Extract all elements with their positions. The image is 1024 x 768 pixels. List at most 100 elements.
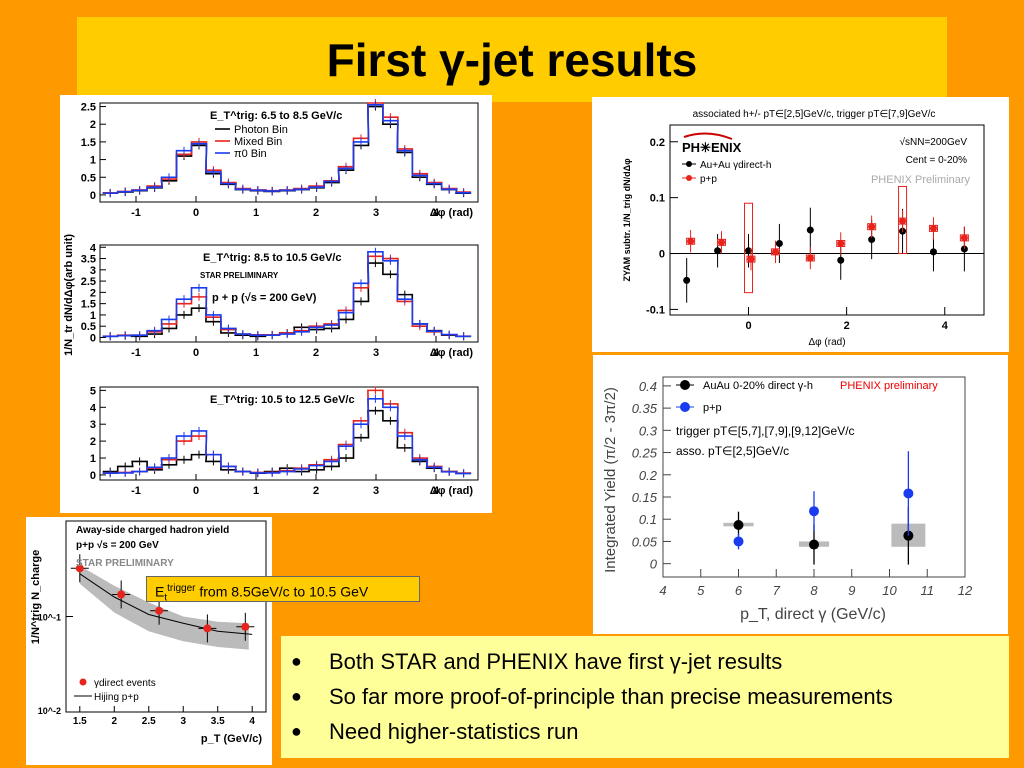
data-point <box>203 624 212 633</box>
legend-marker <box>680 380 690 390</box>
y-tick-label: 0.15 <box>632 490 658 505</box>
bullet-item: ● So far more proof-of-principle than pre… <box>291 679 1009 714</box>
phenix-zyam-figure: associated h+/- pT∈[2,5]GeV/c, trigger p… <box>592 97 1009 352</box>
legend-label: π0 Bin <box>234 148 267 160</box>
y-tick-label: 2 <box>90 287 96 299</box>
legend-label: AuAu 0-20% direct γ-h <box>703 380 813 392</box>
plot-frame <box>99 102 479 203</box>
y-tick-label: 2 <box>90 436 96 448</box>
phenix-logo-arc <box>683 132 733 140</box>
legend-label: Hijing p+p <box>94 692 139 703</box>
x-tick-label: 12 <box>958 583 973 598</box>
energy-label: √sNN=200GeV <box>900 136 968 148</box>
data-point <box>806 226 814 234</box>
star-correlation-svg: 00.511.522.5-1 0 1 2 3 4Δφ (rad)E_T^trig: 6.5… <box>63 99 479 497</box>
histogram-series <box>102 398 472 475</box>
data-point <box>155 606 164 615</box>
histogram-series <box>102 250 472 338</box>
star-away-figure: 10^-1 10^-2 1.5 2 2.5 3 3.5 4 p_T (GeV/c) 1/N^tri… <box>26 517 272 765</box>
x-tick-label: -1 <box>131 485 141 497</box>
bullet-dot-icon: ● <box>291 721 302 741</box>
star-preliminary-label: STAR PRELIMINARY <box>76 558 174 569</box>
data-point <box>714 247 722 255</box>
data-point <box>771 248 779 256</box>
x-tick-label: 2 <box>111 716 117 727</box>
y-axis-label: Integrated Yield (π/2 - 3π/2) <box>602 387 619 573</box>
y-tick-label: 0 <box>90 470 96 482</box>
x-tick-label: 0 <box>193 347 199 359</box>
chart-subtitle: p+p √s = 200 GeV <box>76 540 159 551</box>
legend-label: Au+Au γdirect-h <box>700 160 771 171</box>
data-point <box>733 536 744 547</box>
bullet-dot-icon: ● <box>291 686 302 706</box>
star-away-svg: 10^-1 10^-2 1.5 2 2.5 3 3.5 4 p_T (GeV/c) 1/N^tri… <box>30 520 267 745</box>
x-axis-label: Δφ (rad) <box>808 337 845 348</box>
y-tick-label: 0 <box>90 190 96 202</box>
panel-label: E_T^trig: 8.5 to 10.5 GeV/c <box>203 252 341 264</box>
x-tick-label: 0 <box>193 485 199 497</box>
y-tick-label: 0.5 <box>81 321 96 333</box>
phenix-zyam-svg: associated h+/- pT∈[2,5]GeV/c, trigger p… <box>622 109 985 348</box>
legend-marker <box>680 402 690 412</box>
legend-label: p+p <box>703 402 722 414</box>
y-tick-label: 2 <box>90 119 96 131</box>
data-point <box>75 564 84 573</box>
y-tick-label: 0.4 <box>639 379 657 394</box>
data-point <box>775 239 783 247</box>
data-point <box>683 276 691 284</box>
data-point <box>837 239 845 247</box>
y-tick-label: 1 <box>90 453 96 465</box>
data-point <box>117 590 126 599</box>
y-tick-label: 5 <box>90 385 96 397</box>
y-tick-label: 10^-2 <box>38 706 61 716</box>
x-tick-label: 3 <box>373 485 379 497</box>
et-trigger-callout: Ettrigger from 8.5GeV/c to 10.5 GeV <box>146 576 420 603</box>
bullet-dot-icon: ● <box>291 651 302 671</box>
histogram-series <box>102 103 472 194</box>
x-tick-label: 1 <box>253 347 259 359</box>
data-point <box>899 217 907 225</box>
data-point <box>960 234 968 242</box>
chart-title: Away-side charged hadron yield <box>76 525 229 536</box>
phenix-preliminary-label: PHENIX Preliminary <box>871 174 971 186</box>
bullet-item: ● Both STAR and PHENIX have first γ-jet r… <box>291 644 1009 679</box>
callout-text: from 8.5GeV/c to 10.5 GeV <box>195 583 369 600</box>
y-axis-label: 1/N_tr dN/dΔφ(arb unit) <box>63 234 75 356</box>
plot-frame <box>669 124 985 316</box>
y-tick-label: 0.1 <box>639 512 657 527</box>
x-axis-label: Δφ (rad) <box>430 207 474 219</box>
bullet-list-box: ● Both STAR and PHENIX have first γ-jet r… <box>281 636 1009 758</box>
legend-label: p+p <box>700 174 717 185</box>
bullet-item: ● Need higher-statistics run <box>291 714 1009 749</box>
y-tick-label: 0.3 <box>639 423 658 438</box>
y-tick-label: 0 <box>90 332 96 344</box>
data-point <box>809 506 819 517</box>
x-tick-label: 4 <box>942 320 949 332</box>
x-tick-label: 1.5 <box>73 716 87 727</box>
histogram-series <box>102 409 472 475</box>
legend-label: Photon Bin <box>234 124 288 136</box>
x-tick-label: 9 <box>848 583 855 598</box>
collision-label: p + p (√s = 200 GeV) <box>212 292 317 304</box>
y-tick-label: 0.35 <box>632 401 658 416</box>
x-tick-label: 3.5 <box>211 716 225 727</box>
x-axis-label: Δφ (rad) <box>430 347 474 359</box>
bullet-list: ● Both STAR and PHENIX have first γ-jet r… <box>281 636 1009 749</box>
x-axis-label: p_T, direct γ (GeV/c) <box>740 606 886 623</box>
x-tick-label: 3 <box>180 716 186 727</box>
x-tick-label: 7 <box>773 583 781 598</box>
x-tick-label: 4 <box>433 207 440 219</box>
data-point <box>747 255 755 263</box>
x-tick-label: 3 <box>373 347 379 359</box>
x-tick-label: 11 <box>921 583 935 598</box>
legend-label: γdirect events <box>94 678 156 689</box>
star-correlation-figure: 0 0.5 1 1.5 2 2.5 -1 0 1 2 3 4 Δφ (rad) E_T^trig: 6.5… <box>60 95 492 513</box>
hijing-line <box>79 573 253 635</box>
x-tick-label: 3 <box>373 207 379 219</box>
x-tick-label: 2 <box>313 485 319 497</box>
y-axis-label: ZYAM subtr. 1/N_trig dN/dΔφ <box>622 158 632 282</box>
chart-title: associated h+/- pT∈[2,5]GeV/c, trigger p… <box>693 109 936 120</box>
phenix-logo-text: PH✳ENIX <box>682 140 742 155</box>
data-point <box>806 254 814 262</box>
y-tick-label: 0.2 <box>650 137 665 149</box>
